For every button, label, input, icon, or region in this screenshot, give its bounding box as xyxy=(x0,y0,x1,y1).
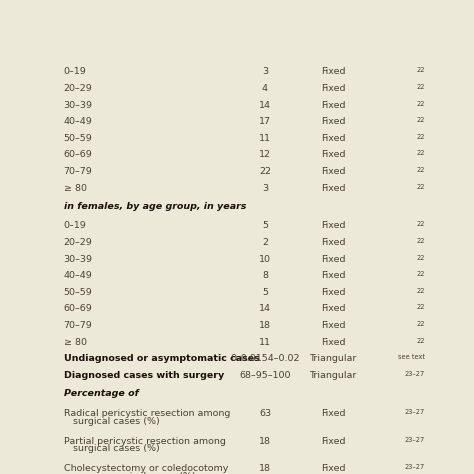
Text: ≥ 80: ≥ 80 xyxy=(64,337,87,346)
Text: 40–49: 40–49 xyxy=(64,117,92,126)
Text: 10: 10 xyxy=(259,255,271,264)
Text: 22: 22 xyxy=(416,100,425,107)
Text: 22: 22 xyxy=(416,134,425,140)
Text: Partial pericystic resection among: Partial pericystic resection among xyxy=(64,437,226,446)
Text: surgical cases (%): surgical cases (%) xyxy=(64,417,159,426)
Text: 18: 18 xyxy=(259,437,271,446)
Text: Fixed: Fixed xyxy=(321,410,345,419)
Text: 3: 3 xyxy=(262,67,268,76)
Text: 11: 11 xyxy=(259,134,271,143)
Text: 14: 14 xyxy=(259,304,271,313)
Text: 23–27: 23–27 xyxy=(404,410,425,415)
Text: see text: see text xyxy=(398,354,425,360)
Text: 11: 11 xyxy=(259,337,271,346)
Text: 20–29: 20–29 xyxy=(64,84,92,93)
Text: 22: 22 xyxy=(416,304,425,310)
Text: 22: 22 xyxy=(416,255,425,261)
Text: Fixed: Fixed xyxy=(321,321,345,330)
Text: Fixed: Fixed xyxy=(321,134,345,143)
Text: Fixed: Fixed xyxy=(321,271,345,280)
Text: 22: 22 xyxy=(416,150,425,156)
Text: Fixed: Fixed xyxy=(321,117,345,126)
Text: 20–29: 20–29 xyxy=(64,238,92,247)
Text: Fixed: Fixed xyxy=(321,288,345,297)
Text: 5: 5 xyxy=(262,288,268,297)
Text: Percentage of: Percentage of xyxy=(64,389,138,398)
Text: 22: 22 xyxy=(416,84,425,90)
Text: Fixed: Fixed xyxy=(321,221,345,230)
Text: 40–49: 40–49 xyxy=(64,271,92,280)
Text: 50–59: 50–59 xyxy=(64,288,92,297)
Text: 23–27: 23–27 xyxy=(404,371,425,377)
Text: 60–69: 60–69 xyxy=(64,304,92,313)
Text: 70–79: 70–79 xyxy=(64,167,92,176)
Text: 23–27: 23–27 xyxy=(404,437,425,443)
Text: Fixed: Fixed xyxy=(321,150,345,159)
Text: 22: 22 xyxy=(416,271,425,277)
Text: 22: 22 xyxy=(416,288,425,294)
Text: 3: 3 xyxy=(262,183,268,192)
Text: 12: 12 xyxy=(259,150,271,159)
Text: Fixed: Fixed xyxy=(321,100,345,109)
Text: 63: 63 xyxy=(259,410,271,419)
Text: Diagnosed cases with surgery: Diagnosed cases with surgery xyxy=(64,371,224,380)
Text: 0–0.0154–0.02: 0–0.0154–0.02 xyxy=(230,354,300,363)
Text: Fixed: Fixed xyxy=(321,464,345,473)
Text: 70–79: 70–79 xyxy=(64,321,92,330)
Text: Triangular: Triangular xyxy=(309,371,356,380)
Text: 18: 18 xyxy=(259,464,271,473)
Text: ≥ 80: ≥ 80 xyxy=(64,183,87,192)
Text: 30–39: 30–39 xyxy=(64,100,92,109)
Text: 5: 5 xyxy=(262,221,268,230)
Text: 2: 2 xyxy=(262,238,268,247)
Text: Radical pericystic resection among: Radical pericystic resection among xyxy=(64,410,230,419)
Text: 14: 14 xyxy=(259,100,271,109)
Text: 22: 22 xyxy=(416,221,425,228)
Text: 22: 22 xyxy=(416,117,425,123)
Text: Fixed: Fixed xyxy=(321,67,345,76)
Text: surgical cases (%): surgical cases (%) xyxy=(64,444,159,453)
Text: Fixed: Fixed xyxy=(321,437,345,446)
Text: 22: 22 xyxy=(416,321,425,327)
Text: Undiagnosed or asymptomatic cases: Undiagnosed or asymptomatic cases xyxy=(64,354,259,363)
Text: Triangular: Triangular xyxy=(309,354,356,363)
Text: Fixed: Fixed xyxy=(321,255,345,264)
Text: Fixed: Fixed xyxy=(321,167,345,176)
Text: 18: 18 xyxy=(259,321,271,330)
Text: 4: 4 xyxy=(262,84,268,93)
Text: 22: 22 xyxy=(416,337,425,344)
Text: Fixed: Fixed xyxy=(321,183,345,192)
Text: Fixed: Fixed xyxy=(321,238,345,247)
Text: 22: 22 xyxy=(416,67,425,73)
Text: 17: 17 xyxy=(259,117,271,126)
Text: 22: 22 xyxy=(259,167,271,176)
Text: among surgical cases (%): among surgical cases (%) xyxy=(64,472,195,474)
Text: 23–27: 23–27 xyxy=(404,464,425,470)
Text: Cholecystectomy or coledocotomy: Cholecystectomy or coledocotomy xyxy=(64,464,228,473)
Text: 8: 8 xyxy=(262,271,268,280)
Text: 0–19: 0–19 xyxy=(64,67,86,76)
Text: Fixed: Fixed xyxy=(321,337,345,346)
Text: 22: 22 xyxy=(416,167,425,173)
Text: 22: 22 xyxy=(416,238,425,244)
Text: 50–59: 50–59 xyxy=(64,134,92,143)
Text: 30–39: 30–39 xyxy=(64,255,92,264)
Text: 60–69: 60–69 xyxy=(64,150,92,159)
Text: Fixed: Fixed xyxy=(321,84,345,93)
Text: 22: 22 xyxy=(416,183,425,190)
Text: in females, by age group, in years: in females, by age group, in years xyxy=(64,202,246,211)
Text: Fixed: Fixed xyxy=(321,304,345,313)
Text: 0–19: 0–19 xyxy=(64,221,86,230)
Text: 68–95–100: 68–95–100 xyxy=(239,371,291,380)
